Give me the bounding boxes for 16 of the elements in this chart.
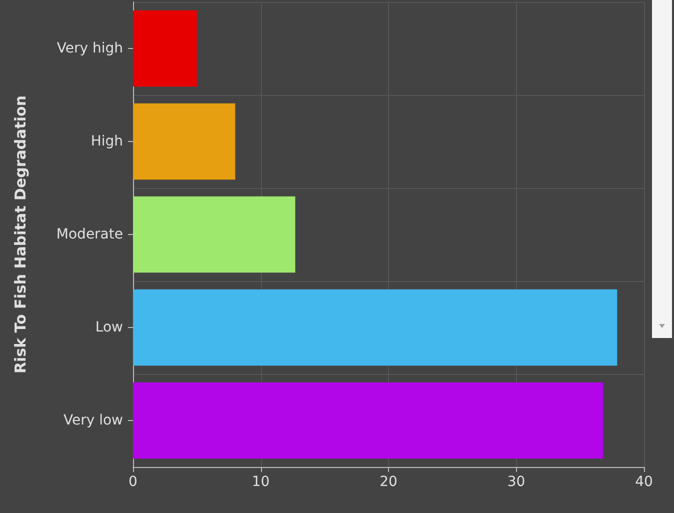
- bar: [133, 196, 296, 273]
- y-tick-label: High: [90, 134, 123, 150]
- x-tick-label: 20: [380, 474, 398, 490]
- bar: [133, 289, 618, 366]
- x-tick-label: 30: [507, 474, 526, 490]
- y-tick-label: Very low: [64, 412, 123, 428]
- x-tick-label: 10: [252, 474, 270, 490]
- y-tick-label: Very high: [56, 40, 123, 56]
- x-tick-label: 0: [128, 474, 138, 490]
- bar: [133, 382, 604, 459]
- y-axis-title: Risk To Fish Habitat Degradation: [12, 95, 30, 374]
- y-tick-label: Low: [95, 320, 123, 336]
- bar: [133, 10, 197, 87]
- y-tick-label: Moderate: [56, 226, 123, 242]
- x-tick-label: 40: [635, 474, 653, 490]
- bar: [133, 103, 236, 180]
